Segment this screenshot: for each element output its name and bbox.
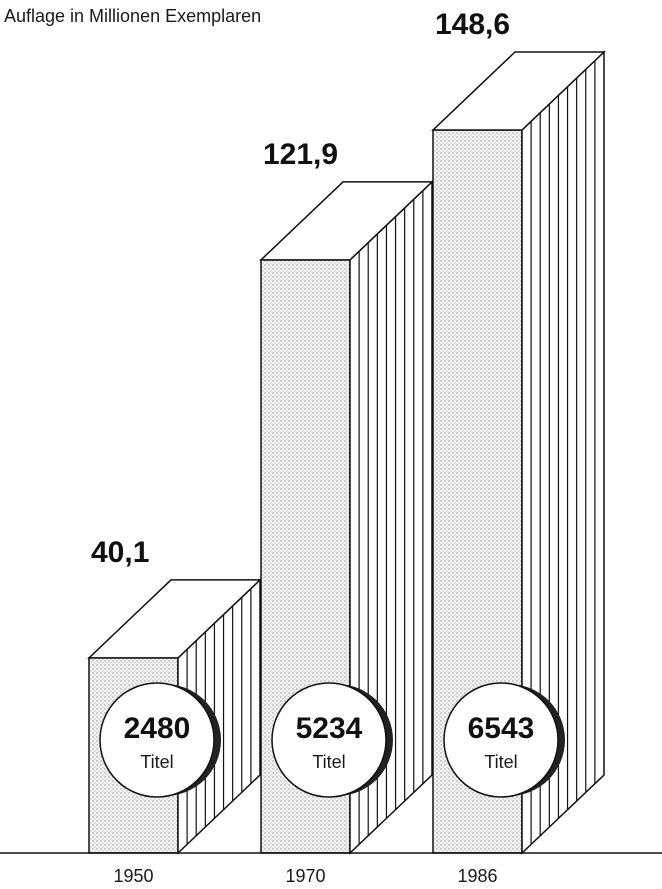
bar-1970: 121,9 5234 Titel 1970	[259, 138, 434, 886]
bar-1986: 148,6 6543 Titel 1986	[431, 8, 606, 886]
titles-unit: Titel	[140, 752, 173, 772]
titles-count: 2480	[124, 712, 191, 745]
value-label: 121,9	[263, 138, 338, 171]
bars: 40,1 2480 Titel 1950 121,9 5234 Titel 1970 148,6…	[87, 8, 606, 886]
x-tick-label: 1986	[457, 866, 497, 886]
bar-top-face	[259, 181, 434, 261]
titles-unit: Titel	[312, 752, 345, 772]
titles-count: 5234	[296, 712, 363, 745]
titles-circle	[443, 682, 559, 798]
titles-count: 6543	[468, 712, 535, 745]
bar-1950: 40,1 2480 Titel 1950	[87, 536, 262, 886]
titles-circle	[271, 682, 387, 798]
titles-unit: Titel	[484, 752, 517, 772]
value-label: 148,6	[435, 8, 510, 41]
x-tick-label: 1970	[285, 866, 325, 886]
bar-top-face	[431, 51, 606, 131]
y-axis-label: Auflage in Millionen Exemplaren	[4, 6, 261, 26]
titles-circle	[99, 682, 215, 798]
value-label: 40,1	[91, 536, 149, 569]
x-tick-label: 1950	[113, 866, 153, 886]
bar-top-face	[87, 579, 262, 659]
